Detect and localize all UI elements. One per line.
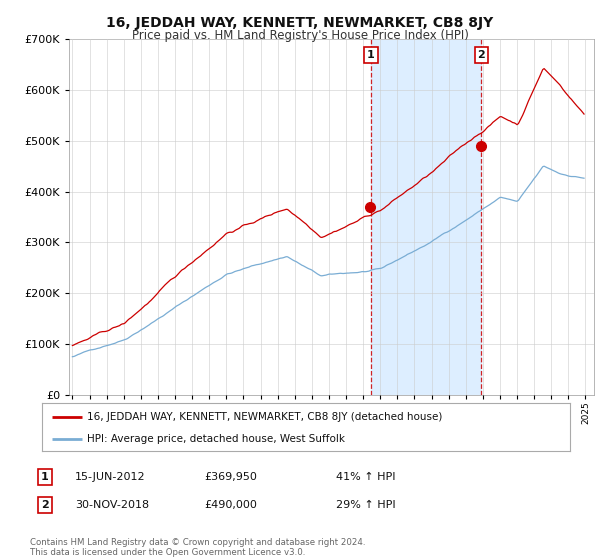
Text: HPI: Average price, detached house, West Suffolk: HPI: Average price, detached house, West… xyxy=(87,434,345,444)
Text: 2: 2 xyxy=(41,500,49,510)
Text: 16, JEDDAH WAY, KENNETT, NEWMARKET, CB8 8JY (detached house): 16, JEDDAH WAY, KENNETT, NEWMARKET, CB8 … xyxy=(87,412,442,422)
Text: 15-JUN-2012: 15-JUN-2012 xyxy=(75,472,146,482)
Text: 2: 2 xyxy=(478,50,485,60)
Text: £369,950: £369,950 xyxy=(204,472,257,482)
Text: 29% ↑ HPI: 29% ↑ HPI xyxy=(336,500,395,510)
Text: 16, JEDDAH WAY, KENNETT, NEWMARKET, CB8 8JY: 16, JEDDAH WAY, KENNETT, NEWMARKET, CB8 … xyxy=(106,16,494,30)
Text: Contains HM Land Registry data © Crown copyright and database right 2024.
This d: Contains HM Land Registry data © Crown c… xyxy=(30,538,365,557)
Text: 1: 1 xyxy=(41,472,49,482)
Text: 30-NOV-2018: 30-NOV-2018 xyxy=(75,500,149,510)
Bar xyxy=(371,39,481,395)
Text: 41% ↑ HPI: 41% ↑ HPI xyxy=(336,472,395,482)
Text: Price paid vs. HM Land Registry's House Price Index (HPI): Price paid vs. HM Land Registry's House … xyxy=(131,29,469,42)
Text: 1: 1 xyxy=(367,50,375,60)
Text: £490,000: £490,000 xyxy=(204,500,257,510)
